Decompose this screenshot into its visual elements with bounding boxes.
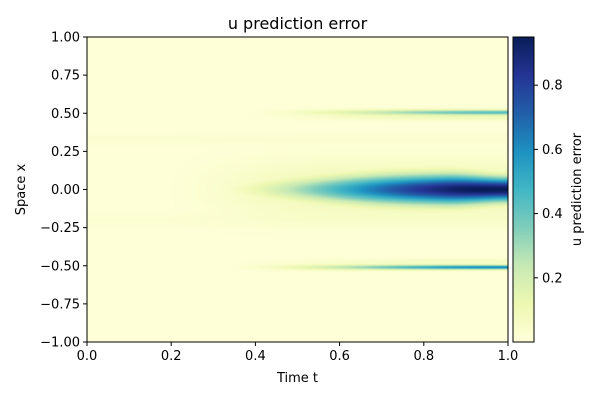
y-tick-label: 0.00 — [51, 183, 80, 198]
x-axis: 0.0 0.2 0.4 0.6 0.8 1.0 — [77, 342, 519, 364]
y-tick-label: −0.75 — [40, 297, 80, 312]
x-tick-label: 1.0 — [498, 349, 519, 364]
chart-title: u prediction error — [228, 14, 368, 33]
y-axis-label: Space x — [14, 163, 29, 215]
y-tick-label: −0.25 — [40, 221, 80, 236]
y-tick-label: 0.75 — [51, 69, 80, 84]
colorbar-ticks: 0.8 0.6 0.4 0.2 — [534, 79, 563, 286]
y-tick-label: 1.00 — [51, 31, 80, 46]
colorbar-tick-label: 0.8 — [542, 79, 563, 94]
colorbar-tick-label: 0.4 — [542, 207, 563, 222]
x-tick-label: 0.6 — [329, 349, 350, 364]
x-tick-label: 0.2 — [161, 349, 182, 364]
x-tick-label: 0.8 — [413, 349, 434, 364]
x-axis-label: Time t — [276, 371, 318, 386]
y-tick-label: −1.00 — [40, 336, 80, 351]
x-tick-label: 0.4 — [245, 349, 266, 364]
colorbar-tick-label: 0.6 — [542, 143, 563, 158]
heatmap-image — [87, 37, 508, 342]
y-axis: 1.00 0.75 0.50 0.25 0.00 −0.25 −0.50 −0.75 −1.00 — [40, 31, 87, 351]
colorbar-label: u prediction error — [570, 132, 585, 246]
colorbar — [512, 36, 535, 343]
x-tick-label: 0.0 — [77, 349, 98, 364]
y-tick-label: −0.50 — [40, 259, 80, 274]
y-tick-label: 0.50 — [51, 107, 80, 122]
heatmap-area — [87, 37, 508, 342]
colorbar-tick-label: 0.2 — [542, 271, 563, 286]
y-tick-label: 0.25 — [51, 145, 80, 160]
